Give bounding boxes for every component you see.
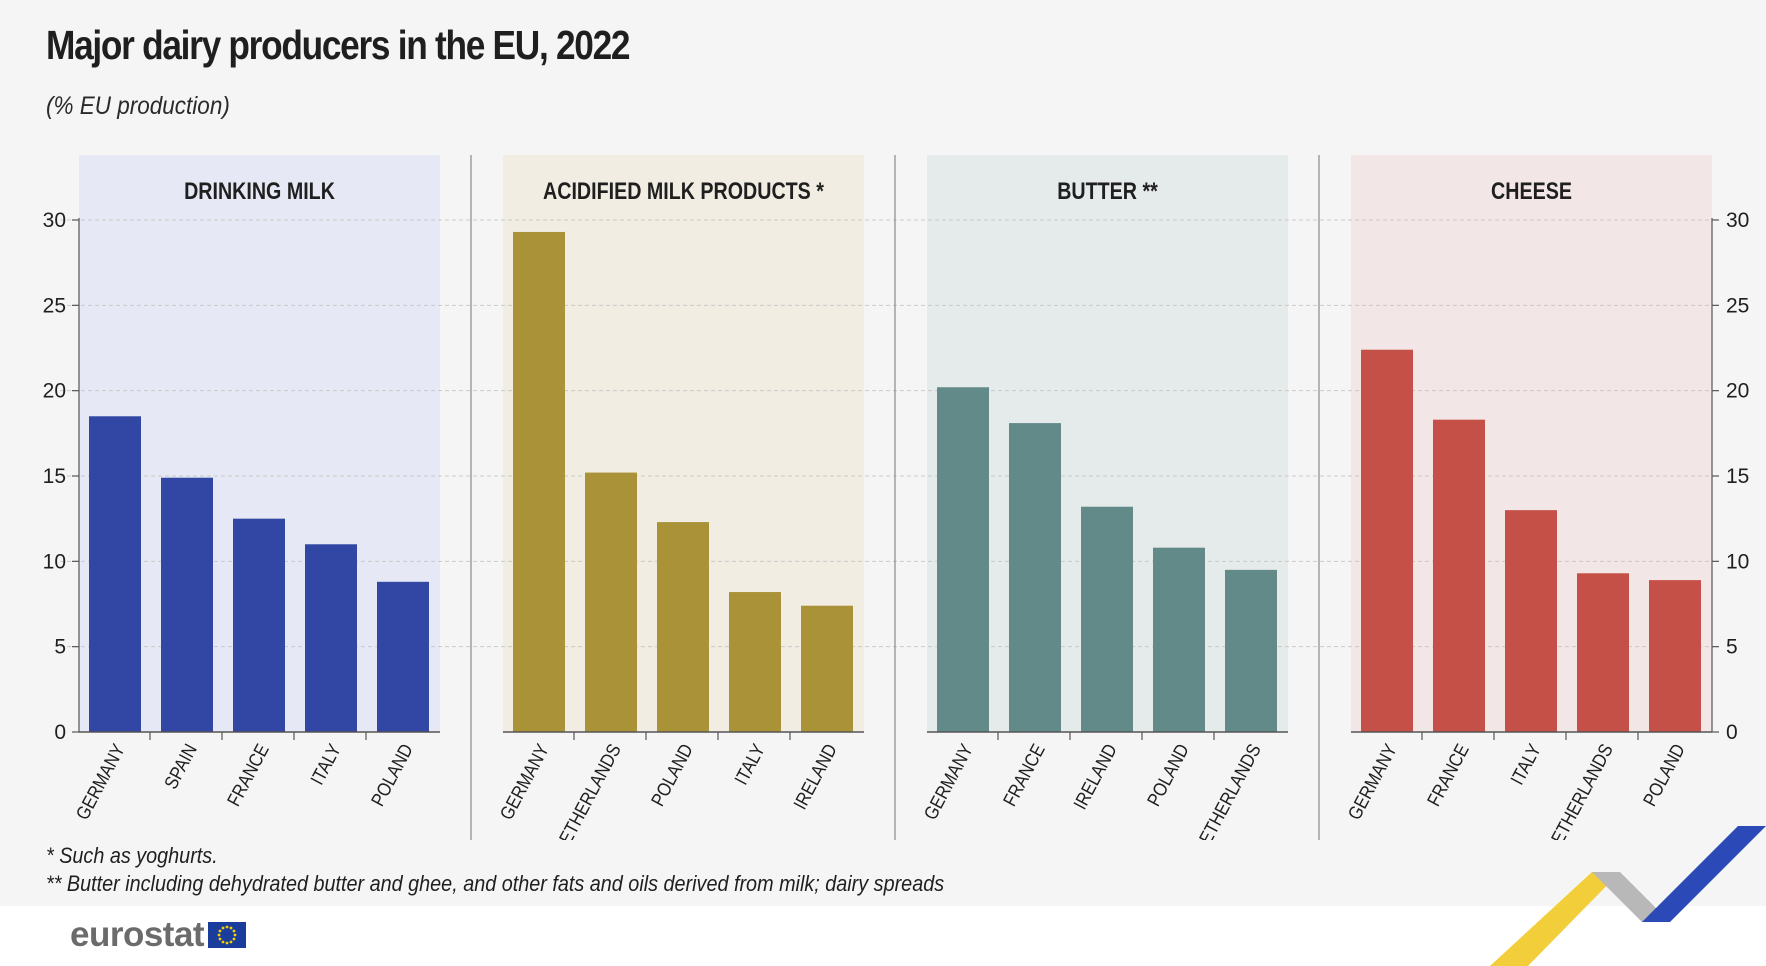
category-label: FRANCE	[999, 740, 1050, 809]
category-label: POLAND	[1143, 740, 1193, 809]
footnote-1: * Such as yoghurts.	[46, 843, 218, 868]
bar-netherlands	[1225, 569, 1277, 732]
bar-germany	[513, 231, 565, 733]
y-tick-label-left: 0	[54, 721, 66, 744]
bar-netherlands	[1577, 573, 1629, 732]
bar-netherlands	[585, 472, 637, 732]
category-label: POLAND	[367, 740, 417, 809]
y-tick-label-right: 5	[1726, 636, 1738, 659]
y-tick-label-right: 20	[1726, 380, 1749, 403]
panel-title: ACIDIFIED MILK PRODUCTS *	[543, 177, 824, 204]
bar-ireland	[1081, 506, 1133, 732]
bar-chart: DRINKING MILK ACIDIFIED MILK PRODUCTS * BU…	[43, 155, 1749, 840]
footnote-2: ** Butter including dehydrated butter an…	[46, 871, 945, 896]
y-tick-label-left: 20	[43, 380, 66, 403]
y-tick-label-left: 5	[54, 636, 66, 659]
category-label: GERMANY	[920, 740, 978, 823]
bar-france	[233, 518, 285, 732]
category-label: GERMANY	[72, 740, 130, 823]
bar-germany	[1361, 349, 1413, 732]
footnotes: * Such as yoghurts. ** Butter including …	[46, 842, 944, 898]
bar-ireland	[801, 605, 853, 732]
bar-france	[1009, 423, 1061, 732]
y-tick-label-left: 30	[43, 209, 66, 232]
panel-title: CHEESE	[1491, 177, 1572, 204]
y-tick-label-right: 15	[1726, 465, 1749, 488]
category-label: NETHERLANDS	[549, 740, 625, 840]
category-label: POLAND	[647, 740, 697, 809]
y-tick-label-right: 30	[1726, 209, 1749, 232]
panel-title: DRINKING MILK	[184, 177, 335, 204]
logo-text: eurostat	[70, 915, 205, 954]
category-label: GERMANY	[496, 740, 554, 823]
panel-title: BUTTER **	[1057, 177, 1158, 204]
category-label: IRELAND	[1069, 740, 1121, 813]
bar-italy	[1505, 510, 1557, 732]
bar-germany	[937, 387, 989, 732]
eu-flag-icon	[208, 922, 247, 948]
bar-poland	[1153, 547, 1205, 732]
bar-poland	[657, 522, 709, 732]
y-tick-label-left: 15	[43, 465, 66, 488]
category-label: FRANCE	[1423, 740, 1474, 809]
category-label: SPAIN	[160, 740, 201, 792]
y-tick-label-right: 10	[1726, 550, 1749, 573]
category-label: FRANCE	[223, 740, 274, 809]
category-label: ITALY	[1506, 740, 1545, 788]
bar-poland	[1649, 580, 1701, 732]
y-tick-label-left: 10	[43, 550, 66, 573]
y-tick-label-right: 25	[1726, 294, 1749, 317]
bar-italy	[729, 592, 781, 732]
page-subtitle: (% EU production)	[46, 92, 230, 120]
decorative-ribbon	[1490, 826, 1766, 966]
category-label: NETHERLANDS	[1189, 740, 1265, 840]
eurostat-logo[interactable]: eurostat	[70, 913, 247, 957]
category-label: GERMANY	[1344, 740, 1402, 823]
y-tick-label-right: 0	[1726, 721, 1738, 744]
category-label: IRELAND	[789, 740, 841, 813]
category-label: ITALY	[730, 740, 769, 788]
bar-france	[1433, 419, 1485, 732]
bar-italy	[305, 544, 357, 732]
y-tick-label-left: 25	[43, 294, 66, 317]
bar-poland	[377, 581, 429, 732]
footer-band	[0, 906, 1766, 966]
category-label: ITALY	[306, 740, 345, 788]
bar-spain	[161, 477, 213, 732]
category-label: POLAND	[1639, 740, 1689, 809]
page-title: Major dairy producers in the EU, 2022	[46, 22, 631, 68]
bar-germany	[89, 416, 141, 732]
